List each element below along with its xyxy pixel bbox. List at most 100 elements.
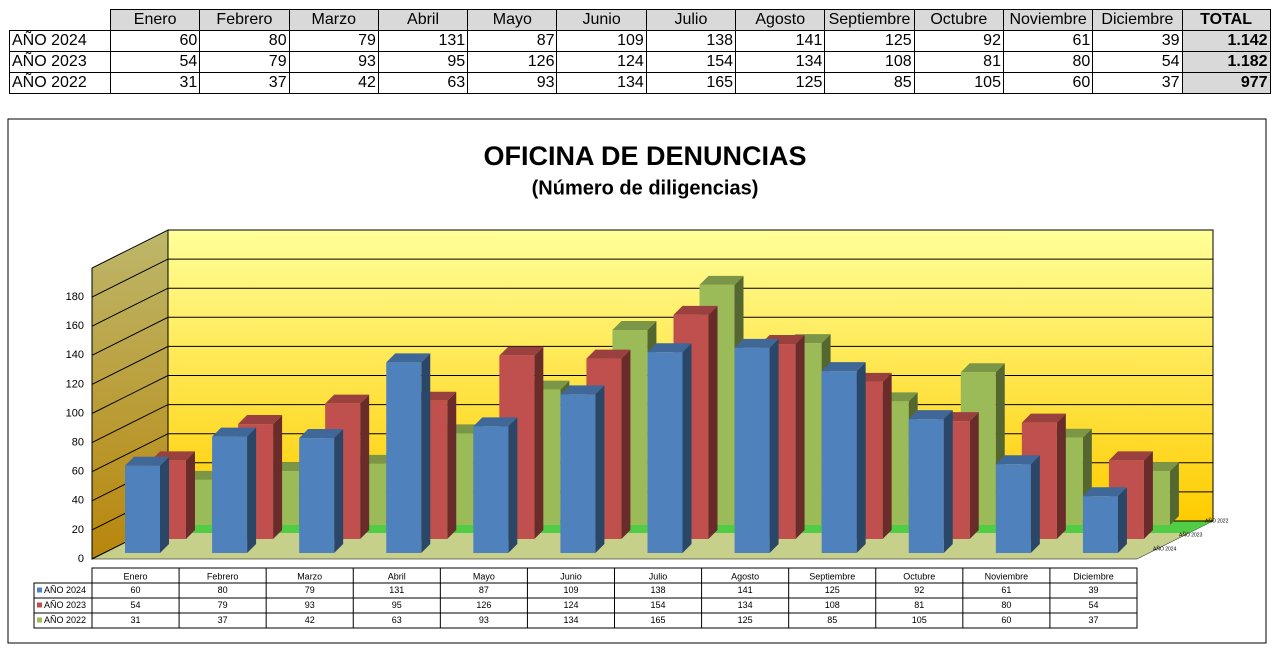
table-cell: 39 (1092, 30, 1183, 52)
table-value: 54 (131, 600, 141, 610)
bar-side (1169, 462, 1179, 525)
bar-side (1030, 455, 1040, 553)
table-cell: 154 (645, 51, 737, 73)
table-value: 54 (1088, 600, 1098, 610)
bar-side (160, 456, 169, 553)
bar-side (534, 346, 544, 539)
table-cell: Febrero (199, 9, 290, 31)
bar (212, 436, 248, 553)
table-cell: 1.142 (1181, 30, 1271, 52)
legend-label: AÑO 2023 (44, 600, 86, 610)
bar-top (995, 455, 1040, 465)
bar-side (273, 415, 283, 539)
legend-swatch (37, 617, 42, 623)
bar-top (1021, 413, 1066, 423)
bar-side (1056, 413, 1066, 539)
bar-side (421, 353, 431, 553)
bar (821, 371, 857, 553)
table-value: 60 (1001, 615, 1011, 625)
bar-top (821, 362, 866, 372)
category-label: Mayo (473, 571, 495, 581)
y-tick-label: 120 (66, 378, 84, 390)
grid-line (91, 258, 1213, 298)
chart-title: OFICINA DE DENUNCIAS (483, 141, 806, 171)
table-cell: 134 (556, 72, 647, 94)
table-cell: 80 (199, 30, 290, 52)
table-cell: 37 (1092, 72, 1183, 94)
bar (1082, 496, 1118, 553)
table-row: Enero Febrero Marzo Abril Mayo Junio Julio Agos… (10, 9, 1271, 31)
table-cell: 63 (377, 72, 469, 94)
y-tick-label: 60 (72, 466, 84, 478)
table-value: 31 (131, 615, 141, 625)
table-value: 81 (914, 600, 924, 610)
bar-top (612, 321, 657, 331)
table-value: 93 (479, 615, 489, 625)
category-label: Octubre (903, 571, 935, 581)
bar-top (734, 338, 779, 348)
table-cell: 125 (735, 72, 826, 94)
table-cell: 37 (199, 72, 290, 94)
table-cell: 165 (645, 72, 737, 94)
bar-top (699, 275, 744, 285)
bar-top (125, 456, 169, 466)
chart-frame (7, 118, 1267, 644)
bar-side (1143, 451, 1153, 539)
table-value: 131 (389, 585, 404, 595)
grid-line (91, 287, 1213, 327)
table-value: 42 (305, 615, 315, 625)
table-cell: Marzo (288, 9, 379, 31)
table-value: 108 (825, 600, 840, 610)
bar-side (708, 305, 718, 539)
table-cell: 31 (109, 72, 201, 94)
legend-swatch (37, 587, 42, 593)
y-tick-label: 80 (72, 437, 84, 449)
table-cell: TOTAL (1181, 9, 1271, 31)
table-value: 141 (738, 585, 753, 595)
bar-top (960, 363, 1005, 373)
table-cell: Enero (109, 9, 201, 31)
bar-side (447, 391, 457, 539)
table-value: 138 (651, 585, 666, 595)
table-cell: 93 (288, 51, 379, 73)
bar-top (1108, 451, 1153, 461)
table-cell: Julio (645, 9, 737, 31)
category-label: Diciembre (1073, 571, 1114, 581)
bar-top (908, 410, 953, 420)
table-value: 105 (912, 615, 927, 625)
table-value: 165 (651, 615, 666, 625)
bar (734, 347, 770, 553)
table-cell: 79 (288, 30, 379, 52)
chart-subtitle: (Número de diligencias) (532, 177, 759, 199)
bar-top (299, 429, 344, 439)
table-cell: 42 (288, 72, 379, 94)
table-value: 60 (131, 585, 141, 595)
bar (386, 362, 422, 553)
bar (908, 419, 944, 553)
bar (647, 352, 683, 553)
bar-top (1082, 487, 1127, 497)
table-value: 134 (738, 600, 753, 610)
bar-side (1117, 487, 1127, 553)
bar-side (334, 429, 344, 553)
table-cell: 125 (824, 30, 915, 52)
y-tick-label: 160 (66, 320, 84, 332)
bar (995, 464, 1031, 553)
bar-side (882, 372, 892, 539)
bar-top (560, 385, 605, 395)
table-value: 92 (914, 585, 924, 595)
bar-top (325, 394, 370, 404)
table-value: 79 (218, 600, 228, 610)
table-value: 126 (476, 600, 491, 610)
category-label: Abril (388, 571, 406, 581)
table-cell: AÑO 2023 (9, 51, 111, 73)
bar-side (682, 343, 692, 553)
table-value: 87 (479, 585, 489, 595)
table-cell: 105 (913, 72, 1004, 94)
bar-side (621, 349, 631, 539)
table-value: 95 (392, 600, 402, 610)
table-cell: Noviembre (1002, 9, 1094, 31)
table-value: 80 (218, 585, 228, 595)
